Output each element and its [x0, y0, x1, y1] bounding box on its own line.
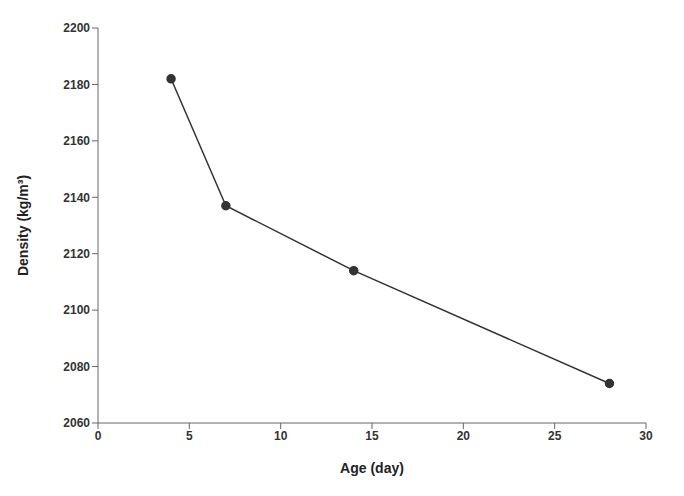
svg-text:10: 10 — [274, 429, 288, 443]
svg-text:2140: 2140 — [63, 191, 90, 205]
svg-text:25: 25 — [548, 429, 562, 443]
svg-text:2100: 2100 — [63, 303, 90, 317]
svg-text:2160: 2160 — [63, 134, 90, 148]
svg-text:0: 0 — [95, 429, 102, 443]
svg-text:Age (day): Age (day) — [340, 460, 404, 476]
svg-text:Density (kg/m³): Density (kg/m³) — [15, 175, 31, 276]
svg-text:2080: 2080 — [63, 360, 90, 374]
svg-text:30: 30 — [639, 429, 653, 443]
svg-text:5: 5 — [186, 429, 193, 443]
svg-text:15: 15 — [365, 429, 379, 443]
svg-text:2060: 2060 — [63, 416, 90, 430]
svg-text:2200: 2200 — [63, 21, 90, 35]
svg-text:2180: 2180 — [63, 78, 90, 92]
svg-text:20: 20 — [457, 429, 471, 443]
svg-text:2120: 2120 — [63, 247, 90, 261]
